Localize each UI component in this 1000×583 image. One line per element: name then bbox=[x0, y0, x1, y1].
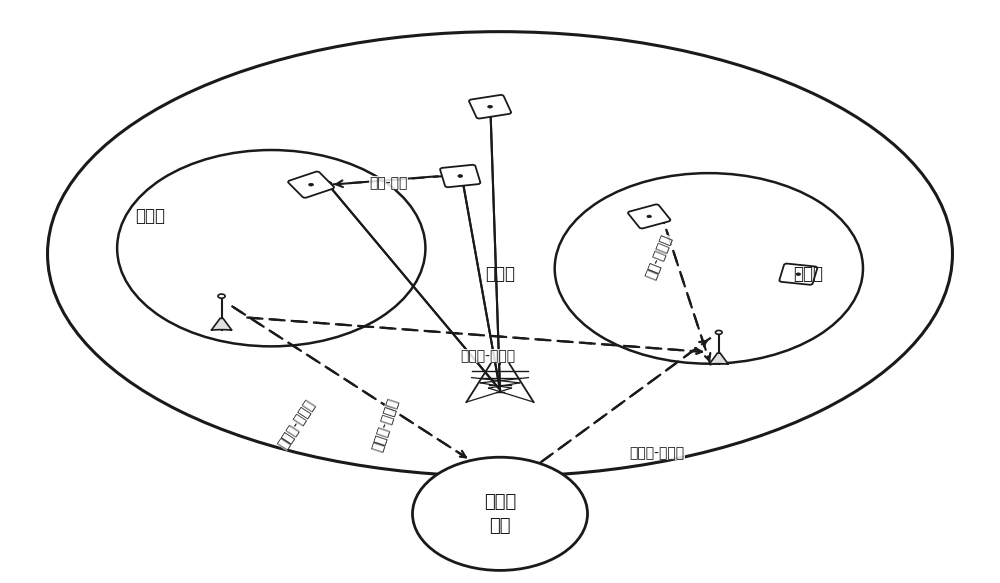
Circle shape bbox=[647, 215, 651, 217]
Circle shape bbox=[218, 294, 225, 298]
Circle shape bbox=[458, 175, 463, 177]
Circle shape bbox=[796, 273, 801, 276]
Text: 用户-用户: 用户-用户 bbox=[369, 176, 408, 190]
Text: 宏基站-微基站: 宏基站-微基站 bbox=[630, 446, 685, 460]
Text: 演进型
基站: 演进型 基站 bbox=[484, 493, 516, 535]
FancyBboxPatch shape bbox=[288, 171, 334, 198]
Text: 用户-微蜂窝: 用户-微蜂窝 bbox=[644, 233, 674, 281]
Text: 微基站-宏基站: 微基站-宏基站 bbox=[275, 398, 317, 451]
Circle shape bbox=[715, 331, 722, 334]
Text: 宏基站-微基站: 宏基站-微基站 bbox=[370, 396, 401, 452]
Circle shape bbox=[309, 183, 313, 186]
Text: 微基站-微基站: 微基站-微基站 bbox=[461, 349, 516, 363]
Circle shape bbox=[488, 106, 492, 108]
FancyBboxPatch shape bbox=[779, 264, 817, 285]
FancyBboxPatch shape bbox=[628, 205, 670, 229]
Polygon shape bbox=[211, 318, 232, 331]
Ellipse shape bbox=[412, 457, 588, 570]
Polygon shape bbox=[709, 353, 729, 364]
Text: 宏基站: 宏基站 bbox=[485, 265, 515, 283]
Text: 微基站: 微基站 bbox=[793, 265, 823, 283]
FancyBboxPatch shape bbox=[469, 95, 511, 118]
FancyBboxPatch shape bbox=[440, 165, 480, 187]
Text: 微基站: 微基站 bbox=[135, 208, 165, 226]
